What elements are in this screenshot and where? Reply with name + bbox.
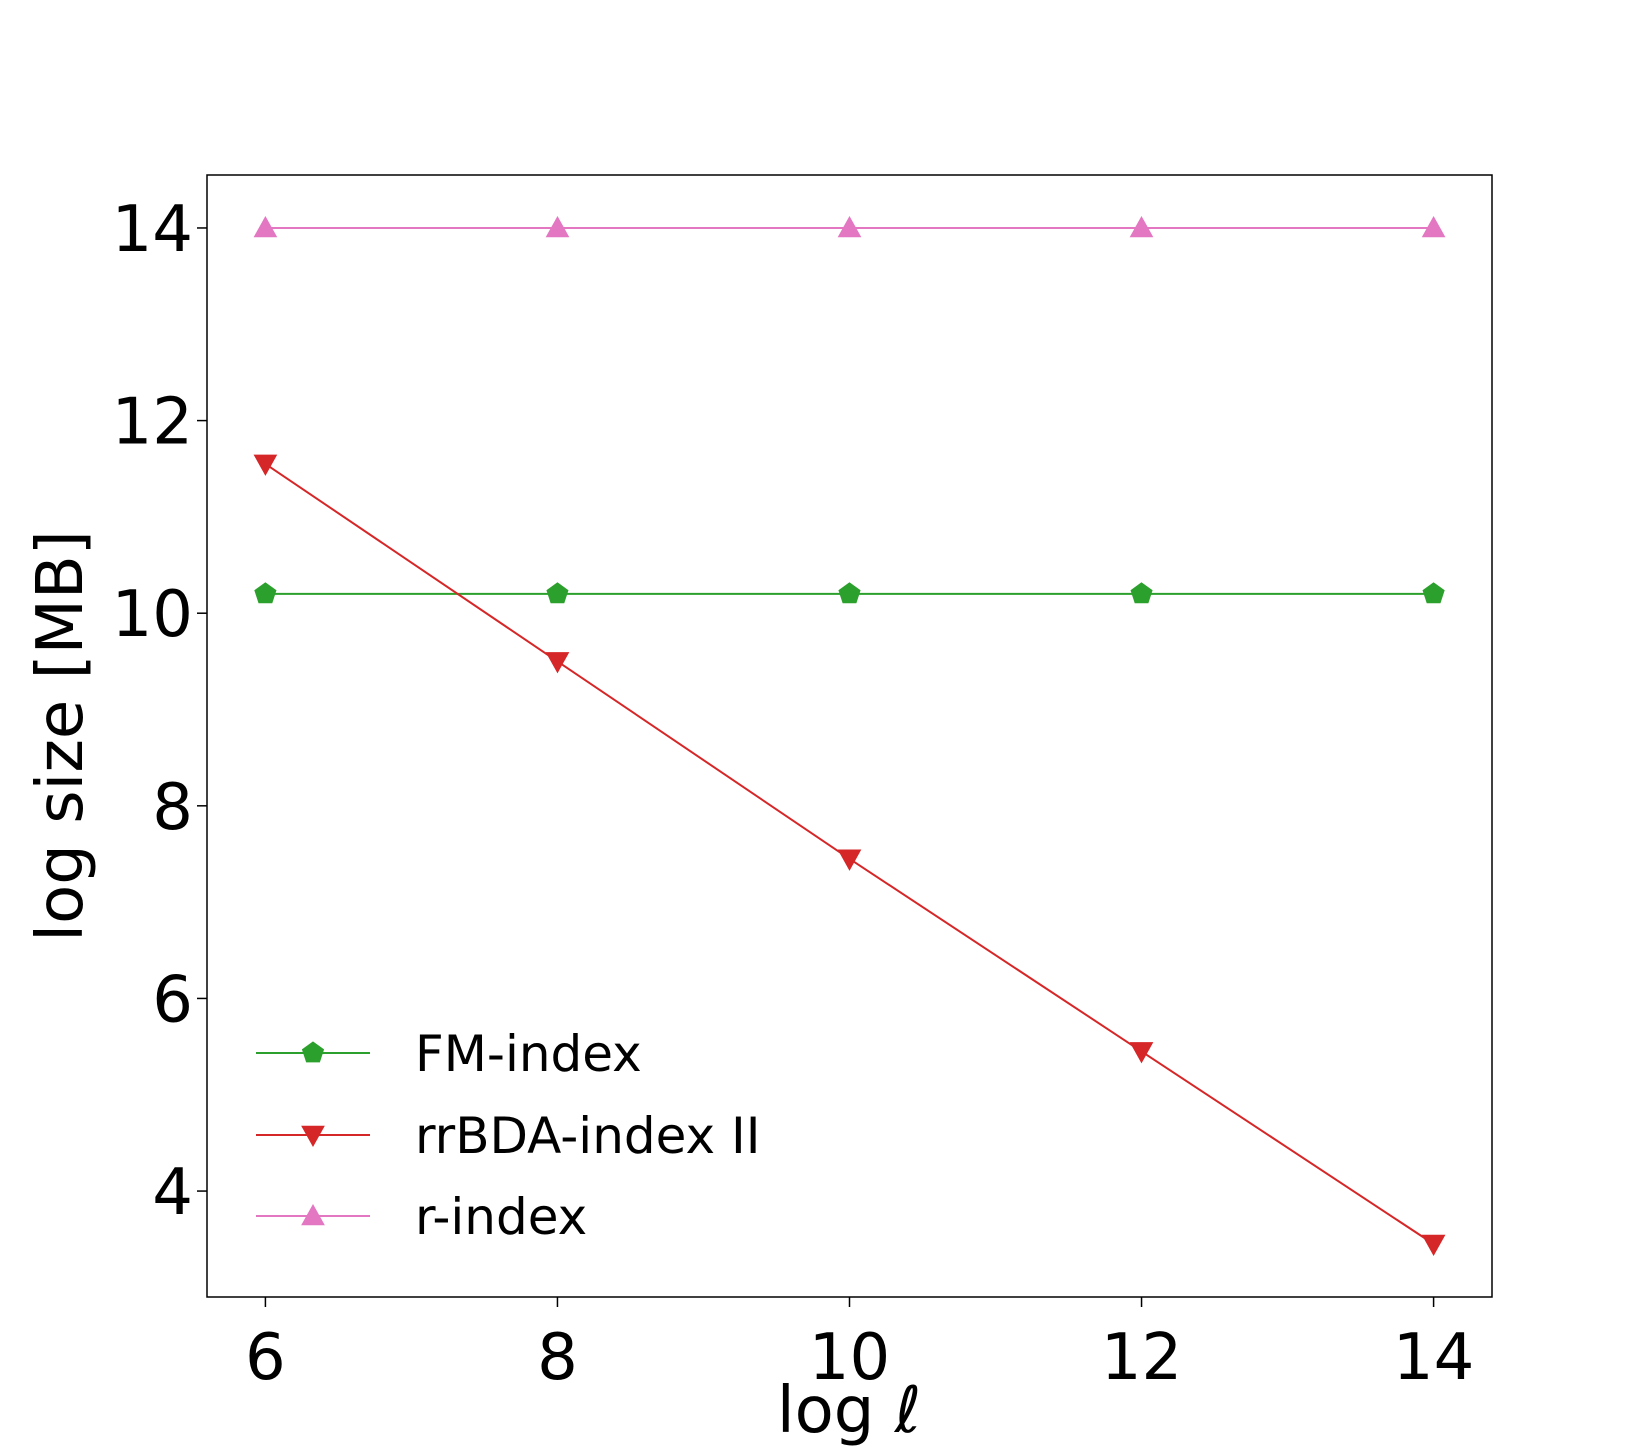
data-point [837,849,862,871]
y-tick-label: 12 [112,386,193,460]
legend-marker [301,1125,325,1148]
data-point [254,582,277,604]
legend-label: r-index [415,1188,587,1246]
data-point [545,652,570,674]
y-tick-label: 14 [112,193,193,267]
data-point [838,582,861,604]
data-point [1421,1234,1446,1257]
y-tick-label: 4 [152,1156,193,1230]
legend-item: r-index [256,1188,587,1246]
x-tick-label: 10 [809,1321,890,1395]
y-axis: 4 6 8 10 12 14 [112,193,207,1230]
x-tick-label: 8 [537,1321,578,1395]
data-point [253,215,278,238]
data-point [1421,215,1446,238]
legend-item: rrBDA-index II [256,1107,760,1165]
series-r-index [253,215,1446,238]
data-point [1129,215,1154,238]
data-point [837,215,862,238]
y-tick-label: 8 [152,771,193,845]
legend-marker [301,1203,325,1226]
y-tick-label: 10 [112,578,193,652]
data-point [1129,1042,1154,1064]
series-layer [253,215,1446,1257]
data-point [546,582,569,604]
series-fm-index [254,582,1445,604]
y-axis-label: log size [MB] [24,530,98,941]
data-point [545,215,570,238]
legend-label: rrBDA-index II [415,1107,760,1165]
legend-item: FM-index [256,1025,642,1083]
legend-label: FM-index [415,1025,642,1083]
series-rrbda-index-ii [253,454,1446,1257]
x-tick-label: 6 [245,1321,286,1395]
data-point [253,454,278,476]
legend: FM-index rrBDA-index II r-index [256,1025,760,1246]
legend-marker [301,1041,325,1063]
x-tick-label: 14 [1393,1321,1474,1395]
y-tick-label: 6 [152,963,193,1037]
x-axis-label: log ℓ [777,1374,921,1448]
plot-frame [206,174,1493,1298]
x-axis: 6 8 10 12 14 [245,1297,1474,1395]
data-point [1422,582,1445,604]
x-tick-label: 12 [1101,1321,1182,1395]
data-point [1130,582,1153,604]
